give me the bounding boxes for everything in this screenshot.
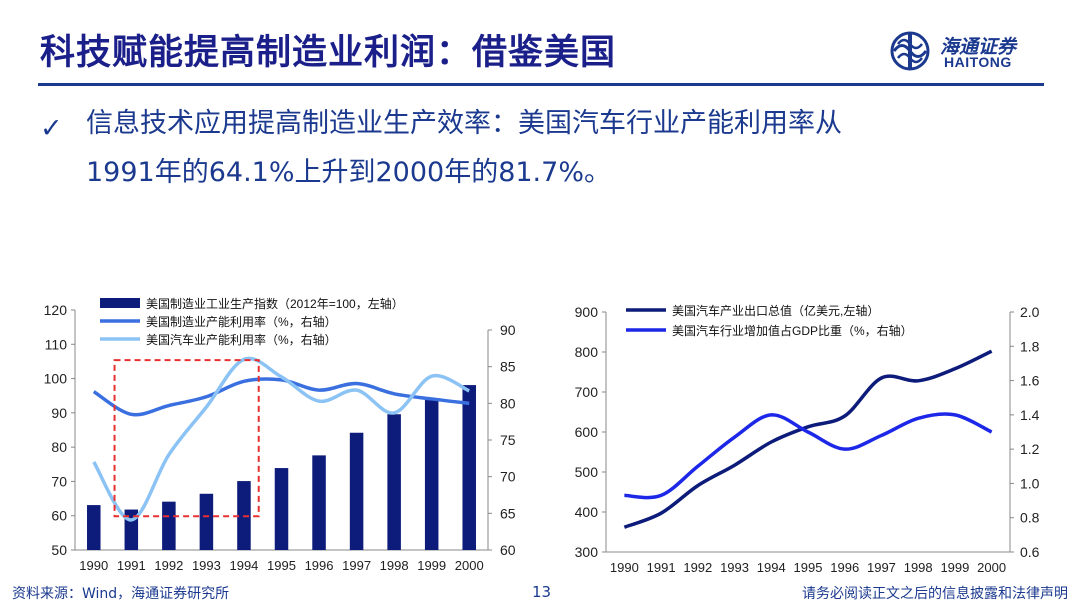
left-tick-label: 80: [51, 439, 67, 455]
left-tick-label: 90: [51, 405, 67, 421]
haitong-emblem-icon: [890, 31, 930, 71]
left-tick-label: 300: [575, 544, 599, 560]
x-tick-label: 1996: [830, 560, 859, 575]
right-tick-label: 85: [500, 359, 516, 375]
x-tick-label: 2000: [977, 560, 1006, 575]
left-tick-label: 60: [51, 508, 67, 524]
bar-ip-index: [424, 399, 439, 550]
right-tick-label: 60: [500, 542, 516, 558]
right-tick-label: 1.2: [1020, 441, 1040, 457]
check-icon: ✓: [40, 113, 63, 144]
bullet-text-line1: 信息技术应用提高制造业生产效率：美国汽车行业产能利用率从: [86, 108, 842, 139]
right-tick-label: 0.6: [1020, 544, 1040, 560]
right-tick-label: 0.8: [1020, 510, 1040, 526]
x-tick-label: 1993: [720, 560, 749, 575]
auto-industry-chart: 300 400 500 600 700 800 900 0.6 0.8 1.0 1.2 1.4 1.6 1…: [575, 303, 1040, 575]
legend-label: 美国制造业工业生产指数（2012年=100，左轴）: [146, 296, 404, 311]
x-tick-label: 1991: [647, 560, 676, 575]
bar-ip-index: [349, 432, 364, 550]
manufacturing-chart: 50 60 70 80 90 100 110 120 60 65 70 75 80 85 90 1990 199…: [44, 296, 516, 573]
bar-ip-index: [274, 468, 289, 550]
right-tick-label: 1.6: [1020, 373, 1040, 389]
x-tick-label: 1999: [940, 560, 969, 575]
left-tick-label: 400: [575, 504, 599, 520]
right-tick-label: 65: [500, 505, 516, 521]
left-tick-label: 70: [51, 473, 67, 489]
disclaimer: 请务必阅读正文之后的信息披露和法律声明: [802, 586, 1068, 602]
bar-ip-index: [87, 505, 101, 550]
x-tick-label: 2000: [455, 558, 484, 573]
bullet-text-line2: 1991年的64.1%上升到2000年的81.7%。: [86, 157, 611, 188]
left-tick-label: 100: [44, 371, 68, 387]
bar-ip-index: [462, 385, 476, 550]
legend-label: 美国制造业产能利用率（%，右轴）: [146, 314, 337, 329]
x-tick-label: 1998: [380, 558, 409, 573]
line-auto-exports: [623, 349, 993, 529]
x-tick-label: 1997: [342, 558, 371, 573]
right-tick-label: 1.8: [1020, 338, 1040, 354]
x-tick-label: 1993: [192, 558, 221, 573]
x-tick-label: 1991: [117, 558, 146, 573]
left-tick-label: 900: [575, 304, 599, 320]
x-tick-label: 1992: [154, 558, 183, 573]
line-auto-gdp-share: [624, 412, 993, 500]
source-note: 资料来源：Wind，海通证券研究所: [12, 586, 230, 602]
x-tick-label: 1995: [794, 560, 823, 575]
x-tick-label: 1990: [79, 558, 108, 573]
x-tick-label: 1996: [305, 558, 334, 573]
right-tick-label: 80: [500, 395, 516, 411]
right-tick-label: 1.0: [1020, 475, 1040, 491]
page-number: 13: [532, 583, 552, 601]
left-tick-label: 600: [575, 424, 599, 440]
line-mfg-utilization: [92, 377, 470, 417]
right-tick-label: 75: [500, 432, 516, 448]
right-tick-label: 70: [500, 469, 516, 485]
bar-ip-index: [312, 455, 326, 550]
x-tick-label: 1994: [757, 560, 786, 575]
x-tick-label: 1995: [267, 558, 296, 573]
left-tick-label: 500: [575, 464, 599, 480]
bar-ip-index: [162, 501, 176, 550]
slide-title: 科技赋能提高制造业利润：借鉴美国: [40, 33, 617, 73]
left-tick-label: 120: [44, 302, 68, 318]
logo-text-cn: 海通证券: [940, 36, 1017, 58]
x-tick-label: 1998: [904, 560, 933, 575]
x-tick-label: 1992: [683, 560, 712, 575]
left-tick-label: 800: [575, 344, 599, 360]
right-tick-label: 90: [500, 322, 516, 338]
bar-ip-index: [199, 493, 214, 550]
left-tick-label: 110: [45, 336, 68, 352]
x-tick-label: 1994: [229, 558, 258, 573]
left-tick-label: 700: [575, 384, 599, 400]
legend-label: 美国汽车产业出口总值（亿美元,左轴）: [672, 303, 879, 318]
line-auto-utilization: [92, 356, 471, 522]
right-tick-label: 2.0: [1020, 304, 1040, 320]
x-tick-label: 1999: [417, 558, 446, 573]
left-tick-label: 50: [51, 542, 67, 558]
logo-text-en: HAITONG: [944, 54, 1012, 70]
legend-swatch: [100, 298, 140, 308]
x-tick-label: 1990: [610, 560, 639, 575]
legend-label: 美国汽车行业增加值占GDP比重（%，右轴）: [672, 323, 913, 338]
right-tick-label: 1.4: [1020, 407, 1040, 423]
haitong-logo: 海通证券 HAITONG: [888, 30, 1048, 72]
bar-ip-index: [387, 414, 401, 550]
highlight-box: [113, 359, 260, 518]
x-tick-label: 1997: [867, 560, 896, 575]
title-divider: [38, 83, 1044, 86]
legend-label: 美国汽车业产能利用率（%，右轴）: [146, 332, 337, 347]
